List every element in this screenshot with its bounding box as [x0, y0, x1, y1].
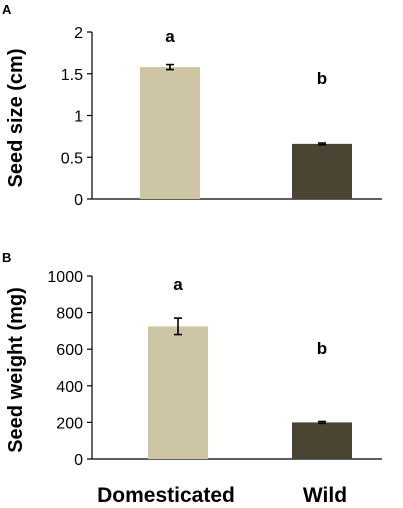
panel-a-y-tick-label: 1 [74, 109, 83, 126]
panel-a-y-tick-label: 2 [74, 25, 83, 42]
panel-a-bar-wild [292, 143, 352, 199]
panel-b-bar-domesticated [148, 326, 208, 459]
panel-b-significance-wild: b [317, 339, 327, 358]
x-category-label-wild: Wild [303, 484, 347, 507]
panel-b-y-axis-label: Seed weight (mg) [5, 287, 27, 453]
panel-a-y-tick-label: 0 [74, 192, 83, 209]
panel-b-significance-domesticated: a [173, 275, 183, 294]
panel-b-error-bar-wild [318, 420, 326, 425]
panel-b-y-tick-label: 400 [56, 379, 83, 396]
panel-b-y-tick-label: 1000 [47, 269, 83, 286]
panel-a-y-tick-label: 0.5 [61, 150, 83, 167]
panel-a-error-bar-domesticated [166, 63, 174, 71]
panel-a-letter: A [2, 2, 12, 17]
panel-b-y-tick-label: 800 [56, 306, 83, 323]
panel-b-letter: B [2, 250, 11, 265]
x-category-label-domesticated: Domesticated [97, 484, 235, 507]
panel-a-y-axis-label: Seed size (cm) [5, 49, 27, 188]
panel-b-y-tick-label: 0 [74, 452, 83, 469]
panel-b: B Seed weight (mg) 0 200 400 600 800 1000 a b [2, 250, 382, 469]
panel-a-y-tick-label: 1.5 [61, 67, 83, 84]
panel-b-error-bar-domesticated [174, 317, 182, 336]
panel-a-error-bar-wild [318, 142, 326, 146]
panel-a-significance-domesticated: a [165, 27, 175, 46]
panel-b-bar-wild [292, 422, 352, 459]
panel-a: A Seed size (cm) 0 0.5 1 1.5 2 a b [2, 2, 382, 209]
panel-b-y-tick-label: 200 [56, 415, 83, 432]
panel-b-y-tick-label: 600 [56, 342, 83, 359]
panel-a-significance-wild: b [317, 69, 327, 88]
panel-a-bar-domesticated [140, 67, 200, 199]
